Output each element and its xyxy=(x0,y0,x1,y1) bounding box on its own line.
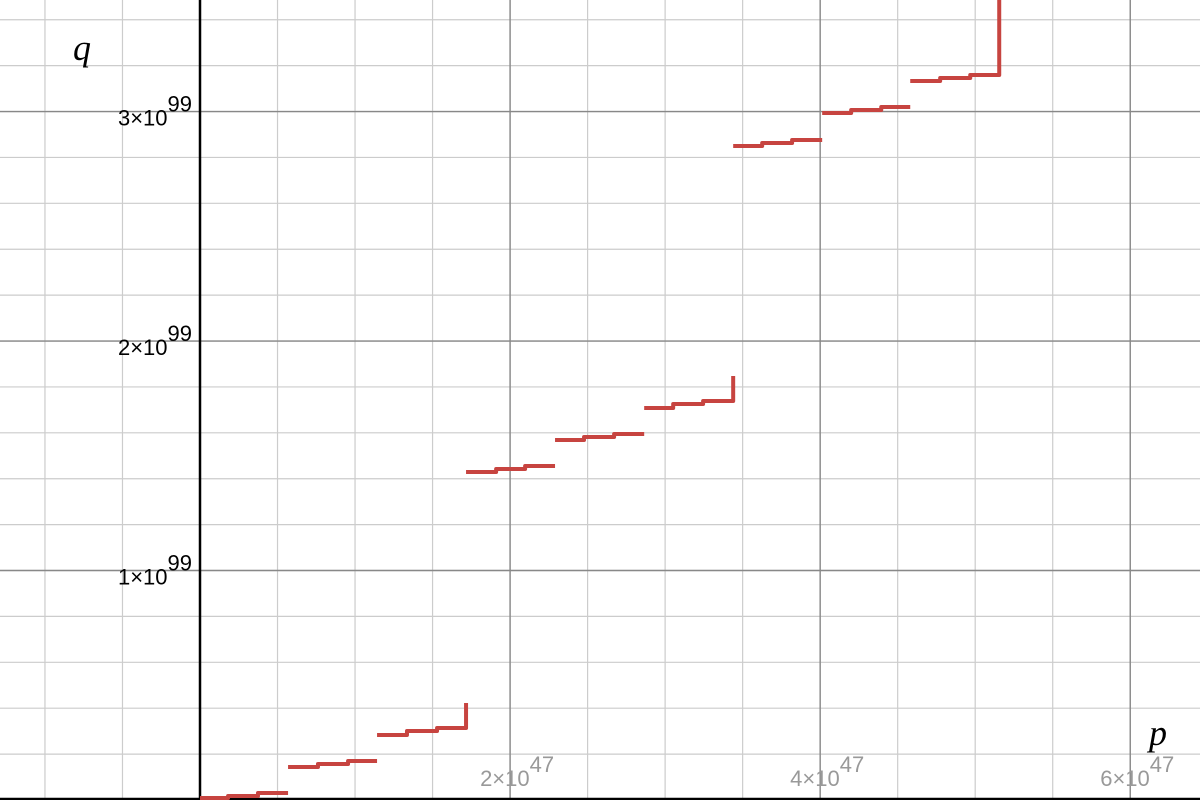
x-axis-label: p xyxy=(1146,713,1167,753)
data-line xyxy=(288,759,378,769)
data-line xyxy=(822,105,911,116)
marks xyxy=(200,0,1002,800)
y-tick-base: 2×10 xyxy=(118,335,168,360)
y-tick-base: 3×10 xyxy=(118,106,168,131)
x-tick-power: 47 xyxy=(1150,752,1174,777)
y-axis-label: q xyxy=(73,28,91,68)
y-tick-power: 99 xyxy=(168,321,192,346)
y-tick-label: 1×1099 xyxy=(118,551,192,590)
y-tick-power: 99 xyxy=(168,551,192,576)
y-tick-power: 99 xyxy=(168,92,192,117)
x-tick-base: 2×10 xyxy=(480,766,530,791)
data-line xyxy=(200,791,289,800)
x-tick-label: 6×1047 xyxy=(1100,752,1174,791)
data-line xyxy=(555,432,645,443)
x-tick-power: 47 xyxy=(530,752,554,777)
x-tick-power: 47 xyxy=(840,752,864,777)
x-tick-label: 2×1047 xyxy=(480,752,554,791)
data-line xyxy=(466,464,556,475)
x-tick-label: 4×1047 xyxy=(790,752,864,791)
data-line xyxy=(733,138,823,149)
y-tick-label: 3×1099 xyxy=(118,92,192,131)
data-line xyxy=(377,702,469,738)
x-tick-base: 4×10 xyxy=(790,766,840,791)
x-tick-base: 6×10 xyxy=(1100,766,1150,791)
data-line xyxy=(644,376,736,411)
y-tick-label: 2×1099 xyxy=(118,321,192,360)
data-line xyxy=(910,0,1002,84)
y-tick-base: 1×10 xyxy=(118,565,168,590)
